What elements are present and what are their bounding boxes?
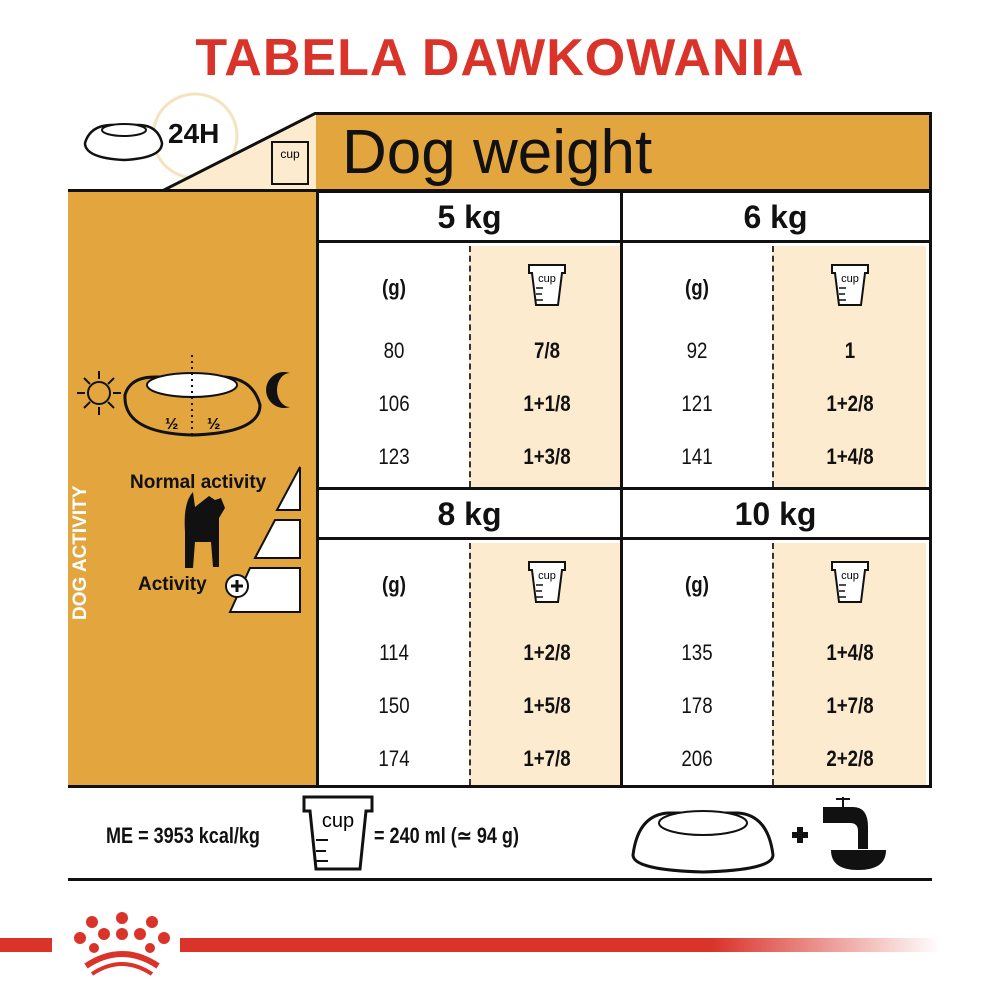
svg-text:cup: cup — [538, 273, 556, 285]
grams-header: (g) — [685, 572, 709, 597]
activity-panel — [68, 192, 316, 787]
svg-text:cup: cup — [538, 570, 556, 582]
cups-value: 1 — [844, 338, 856, 363]
weight-block: 8 kg (g) 114 150 174 cup 1+2/8 1+5/8 1+7/8 — [316, 487, 623, 785]
grams-value: 121 — [681, 391, 713, 416]
food-bowl-icon — [123, 375, 262, 437]
meal-split-illustration: ½ ½ — [77, 355, 290, 437]
grams-column: (g) 92 121 141 — [622, 246, 772, 487]
weight-header: 6 kg — [622, 190, 929, 243]
moon-icon — [266, 372, 290, 408]
cups-value: 1+4/8 — [826, 640, 874, 665]
weight-block: 5 kg (g) 80 106 123 cup 7/8 1+1/8 1+3/8 — [316, 190, 623, 487]
weight-block: 6 kg (g) 92 121 141 cup 1 1+2/8 1+4/8 — [622, 190, 929, 487]
weight-block: 10 kg (g) 135 178 206 cup 1+4/8 1+7/8 2+2/8 — [622, 487, 929, 785]
dog-activity-label: DOG ACTIVITY — [70, 485, 91, 620]
cup-icon: cup — [831, 561, 869, 603]
grams-value: 80 — [383, 338, 405, 363]
grams-value: 114 — [379, 640, 409, 665]
grams-header: (g) — [382, 275, 406, 300]
cups-value: 1+1/8 — [523, 391, 571, 416]
svg-text:cup: cup — [841, 570, 859, 582]
activity-scale — [184, 466, 301, 613]
cups-column: cup 7/8 1+1/8 1+3/8 — [469, 246, 623, 487]
brand-stripe — [180, 938, 940, 952]
energy-value: ME = 3953 kcal/kg — [106, 823, 260, 848]
divider — [620, 192, 623, 787]
grams-value: 135 — [681, 640, 713, 665]
dog-weight-header: Dog weight — [316, 112, 932, 192]
cup-icon: cup — [528, 561, 566, 603]
cups-value: 1+4/8 — [826, 444, 874, 469]
royal-canin-crown-logo — [74, 912, 170, 976]
plus-icon — [792, 827, 808, 843]
grams-column: (g) 80 106 123 — [319, 246, 469, 487]
cups-column: cup 1 1+2/8 1+4/8 — [772, 246, 926, 487]
weight-header: 10 kg — [622, 487, 929, 540]
cups-value: 1+3/8 — [523, 444, 571, 469]
cups-value: 1+2/8 — [826, 391, 874, 416]
grams-value: 150 — [378, 693, 410, 718]
divider — [68, 189, 318, 192]
grams-value: 174 — [378, 746, 410, 771]
grams-value: 178 — [681, 693, 713, 718]
svg-text:cup: cup — [280, 147, 300, 161]
dog-weight-label: Dog weight — [342, 118, 653, 187]
cups-value: 1+5/8 — [523, 693, 571, 718]
cup-equivalence: = 240 ml (≃ 94 g) — [374, 823, 519, 848]
grams-value: 106 — [378, 391, 410, 416]
food-and-water-icons — [631, 797, 886, 874]
food-bowl-icon — [83, 123, 164, 162]
grams-header: (g) — [685, 275, 709, 300]
water-tap-icon — [823, 797, 886, 870]
grams-value: 92 — [686, 338, 708, 363]
cups-column: cup 1+2/8 1+5/8 1+7/8 — [469, 543, 623, 785]
grams-header: (g) — [382, 572, 406, 597]
divider — [929, 112, 932, 787]
header-triangle: cup — [160, 112, 318, 192]
svg-text:cup: cup — [841, 273, 859, 285]
period-label: 24H — [168, 118, 220, 149]
divider — [68, 878, 932, 881]
brand-stripe — [0, 938, 52, 952]
sun-icon — [77, 371, 121, 415]
cups-value: 1+7/8 — [826, 693, 874, 718]
grams-value: 141 — [681, 444, 713, 469]
cup-icon: cup — [831, 264, 869, 306]
dog-silhouette-icon — [184, 492, 225, 568]
cups-value: 2+2/8 — [826, 746, 874, 771]
weight-header: 8 kg — [319, 487, 620, 540]
grams-column: (g) 135 178 206 — [622, 543, 772, 785]
weight-header: 5 kg — [319, 190, 620, 243]
svg-text:½: ½ — [165, 416, 178, 433]
svg-text:cup: cup — [322, 810, 354, 832]
grams-column: (g) 114 150 174 — [319, 543, 469, 785]
divider — [68, 785, 932, 788]
cup-icon: cup — [302, 795, 374, 871]
cup-icon: cup — [528, 264, 566, 306]
cup-icon — [271, 141, 309, 185]
grams-value: 123 — [378, 444, 410, 469]
cups-value: 7/8 — [533, 338, 561, 363]
grams-value: 206 — [681, 746, 713, 771]
activity-label: Activity — [138, 574, 207, 595]
cups-column: cup 1+4/8 1+7/8 2+2/8 — [772, 543, 926, 785]
cups-value: 1+7/8 — [523, 746, 571, 771]
cups-value: 1+2/8 — [523, 640, 571, 665]
normal-activity-label: Normal activity — [130, 472, 267, 493]
svg-text:½: ½ — [207, 416, 220, 433]
page-title: TABELA DAWKOWANIA — [195, 29, 805, 87]
